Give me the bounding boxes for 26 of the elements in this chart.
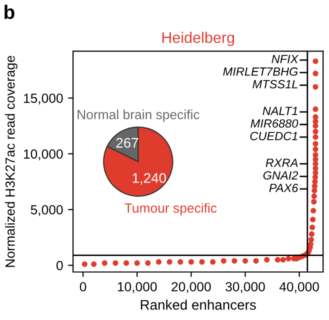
annotation: MIRLET7BHG bbox=[223, 67, 298, 76]
x-axis-title: Ranked enhancers bbox=[140, 300, 256, 310]
data-label: 1,240 bbox=[132, 173, 166, 185]
slice-label: Tumour specific bbox=[124, 203, 217, 216]
slice-label: Normal brain specific bbox=[78, 110, 200, 122]
text: b bbox=[4, 4, 14, 20]
data-label: 267 bbox=[116, 138, 138, 148]
annotation: RXRA bbox=[266, 158, 298, 167]
y-tick-label: 10,000 bbox=[24, 149, 63, 160]
x-tick-label: 20,000 bbox=[172, 282, 211, 293]
x-tick-label: 0 bbox=[80, 282, 86, 292]
annotation: MTSS1L bbox=[252, 80, 298, 88]
annotation: NALT1 bbox=[262, 106, 298, 115]
annotation: GNAI2 bbox=[263, 171, 298, 180]
annotation: NFIX bbox=[272, 54, 299, 64]
chart-title: Heidelberg bbox=[162, 32, 234, 46]
x-tick-label: 10,000 bbox=[118, 282, 157, 293]
y-tick-label: 5,000 bbox=[30, 205, 63, 216]
x-tick-label: 30,000 bbox=[226, 282, 265, 293]
x-tick-label: 40,000 bbox=[279, 282, 319, 293]
annotation: PAX6 bbox=[269, 184, 298, 192]
annotation: CUEDC1 bbox=[250, 132, 298, 140]
annotation: MIR6880 bbox=[250, 119, 298, 128]
y-axis-title: Normalized H3K27ac read coverage bbox=[5, 56, 18, 267]
y-tick-label: 0 bbox=[56, 260, 63, 270]
y-tick-label: 15,000 bbox=[24, 94, 63, 105]
